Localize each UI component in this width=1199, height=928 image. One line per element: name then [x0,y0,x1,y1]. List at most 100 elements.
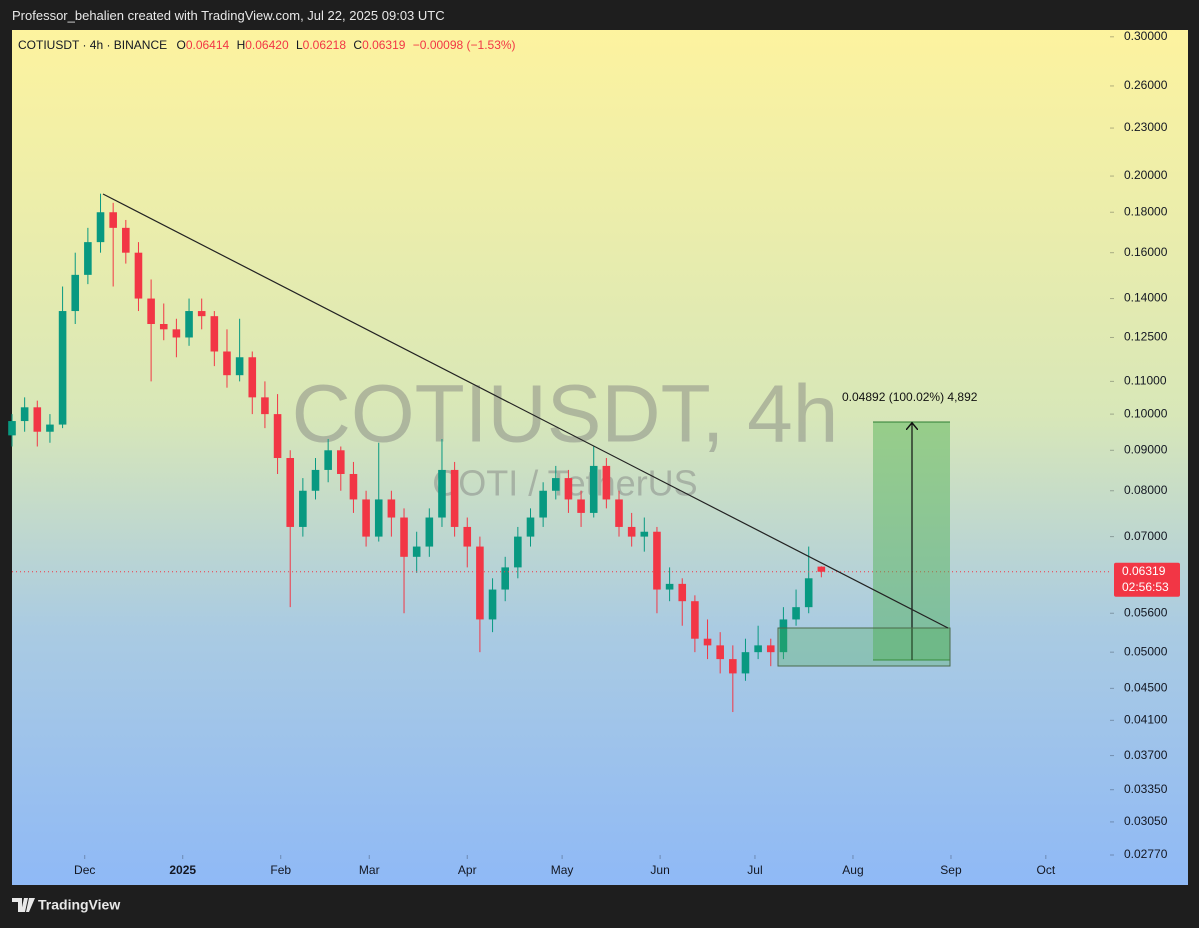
y-tick-label: 0.10000 [1124,406,1168,420]
candle-body [792,607,800,620]
y-tick-label: 0.16000 [1124,245,1168,259]
y-tick-label: 0.03700 [1124,748,1168,762]
y-tick-label: 0.14000 [1124,291,1168,305]
ohlc-value: 0.06420 [245,38,289,52]
ohlc-value: 0.06319 [362,38,406,52]
candle-body [741,652,750,674]
candle-body [147,298,155,325]
candle-body [564,478,573,500]
x-tick-label: May [551,863,574,877]
x-tick-label: Aug [842,863,863,877]
ohlc-key: O [176,38,185,52]
brand: TradingView [12,897,120,913]
candle-body [286,458,295,527]
x-tick-label: Oct [1036,863,1055,877]
y-tick-label: 0.04100 [1124,712,1168,726]
candle-body [463,526,472,547]
x-tick-label: Feb [270,863,291,877]
x-tick-label: Apr [458,863,477,877]
y-tick-label: 0.05600 [1124,605,1168,619]
y-tick-label: 0.11000 [1124,374,1167,388]
measure-label: 0.04892 (100.02%) 4,892 [842,390,978,404]
candle-body [46,424,54,432]
x-tick-label: Jul [747,863,762,877]
change: −0.00098 (−1.53%) [413,38,516,52]
candle-body [653,531,661,590]
countdown-label: 02:56:53 [1122,580,1169,594]
y-tick-label: 0.09000 [1124,442,1168,456]
candle-body [627,526,636,537]
created-by: Professor_behalien created with TradingV… [12,8,445,23]
x-tick-label: Dec [74,863,95,877]
candle-body [362,499,370,537]
candle-body [526,517,535,537]
candle-body [374,499,383,537]
candle-body [400,517,408,557]
candle-body [134,252,143,299]
ohlc-key: L [296,38,303,52]
candle-body [273,414,282,459]
y-tick-label: 0.20000 [1124,168,1168,182]
candle-body [766,645,775,653]
plot [8,193,1110,713]
chart-background [12,30,1188,885]
candle-body [8,421,16,436]
candle-body [425,517,434,547]
candle-body [159,324,168,330]
candle-body [514,536,522,568]
y-tick-label: 0.03050 [1124,814,1168,828]
watermark: COTIUSDT, 4h COTI / TetherUS [292,369,839,504]
y-tick-label: 0.08000 [1124,483,1168,497]
y-tick-label: 0.04500 [1124,681,1168,695]
candle-body [349,473,358,500]
zone-box [777,627,951,667]
candle-body [299,490,307,527]
y-tick-label: 0.30000 [1124,29,1168,43]
symbol: COTIUSDT · 4h · BINANCE [18,38,167,52]
candle-body [450,469,459,527]
candle-body [716,645,724,660]
candle-body [779,619,788,653]
candle-body [311,469,320,491]
x-tick-label: Mar [359,863,380,877]
candle-body [501,567,509,590]
y-tick-label: 0.26000 [1124,78,1168,92]
candle-body [615,499,623,527]
last-price-label: 0.06319 [1122,564,1166,578]
y-tick-label: 0.23000 [1124,120,1168,134]
trendline [102,193,949,629]
candle-body [96,212,105,243]
candle-body [337,450,345,474]
y-tick-label: 0.03350 [1124,782,1168,796]
candle-body [109,212,117,228]
candle-body [703,638,712,646]
candle-body [172,329,181,338]
ohlc-key: H [237,38,246,52]
price-badge [1114,562,1180,597]
x-tick-label: Jun [650,863,669,877]
candle-body [235,357,244,376]
candle-body [551,478,560,491]
candle-body [577,499,585,513]
brand-logo [12,898,35,912]
candle-body [210,316,219,352]
ohlc-key: C [353,38,362,52]
candle-body [412,546,421,557]
legend-line: COTIUSDT · 4h · BINANCE O0.06414 H0.0642… [18,38,516,52]
candle-body [754,645,762,653]
candle-body [223,351,231,376]
ohlc-value: 0.06218 [303,38,347,52]
y-tick-label: 0.12500 [1124,330,1168,344]
candle-body [665,583,674,590]
candle-body [197,311,206,317]
candle-body [589,465,598,513]
y-tick-label: 0.18000 [1124,204,1168,218]
candle-body [71,274,80,312]
candle-body [817,566,826,572]
candle-body [476,546,484,620]
candle-body [804,578,813,608]
candle-body [324,450,332,470]
candle-body [602,465,611,500]
